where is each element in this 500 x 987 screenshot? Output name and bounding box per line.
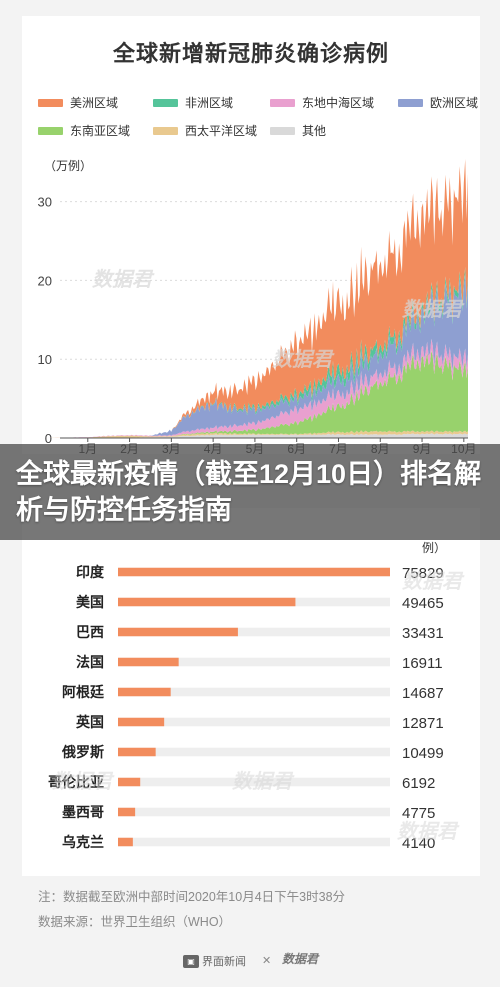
- legend-item: 西太平洋区域: [153, 122, 257, 139]
- area-series-1: [46, 430, 468, 438]
- country-label: 英国: [75, 714, 104, 730]
- legend-swatch: [153, 126, 178, 135]
- value-label: 75829: [402, 565, 444, 582]
- country-label: 俄罗斯: [61, 744, 104, 760]
- bar: [118, 657, 179, 667]
- country-label: 印度: [76, 564, 105, 580]
- legend-swatch: [398, 98, 423, 107]
- bar: [118, 567, 390, 577]
- area-series-2: [46, 350, 468, 438]
- separator-x-icon: ✕: [262, 955, 272, 967]
- legend-item: 美洲区域: [38, 94, 118, 111]
- y-tick-label: 30: [38, 195, 52, 210]
- legend-label: 美洲区域: [70, 96, 119, 110]
- value-label: 33431: [402, 625, 444, 642]
- bar-track: [118, 717, 390, 727]
- legend-label: 非洲区域: [185, 96, 234, 110]
- brand-logo-icon: ▣: [183, 954, 199, 968]
- legend-label: 其他: [302, 124, 327, 138]
- legend-swatch: [38, 126, 63, 135]
- value-label: 14687: [402, 685, 444, 702]
- footer-watermark: 数据君: [282, 952, 319, 966]
- legend-item: 非洲区域: [153, 94, 233, 111]
- country-label: 哥伦比亚: [48, 774, 104, 790]
- brand-name: 界面新闻: [202, 956, 246, 968]
- legend-label: 东地中海区域: [302, 96, 375, 110]
- watermark: 数据君: [272, 348, 335, 371]
- country-ranking-chart-card: 例） 印度 75829 美国 49465 巴西 33431 法国 16911 阿根廷 14687 英国…: [22, 508, 480, 876]
- value-label: 16911: [402, 655, 443, 672]
- bar: [118, 747, 156, 757]
- y-tick-label: 10: [38, 352, 52, 367]
- headline-text: 全球最新疫情（截至12月10日）排名解析与防控任务指南: [16, 459, 482, 525]
- country-label: 巴西: [76, 624, 104, 640]
- daily-cases-chart-card: 全球新增新冠肺炎确诊病例 美洲区域 非洲区域 东地中海区域 欧洲区域东南亚区域 西太平洋…: [22, 16, 480, 454]
- legend-item: 其他: [270, 122, 326, 139]
- country-label: 墨西哥: [62, 804, 104, 820]
- legend-swatch: [38, 98, 63, 107]
- country-label: 法国: [76, 654, 104, 670]
- value-label: 4140: [402, 835, 435, 852]
- legend-swatch: [270, 126, 295, 135]
- bar: [118, 597, 296, 607]
- value-label: 12871: [402, 715, 444, 732]
- y-tick-label: 0: [45, 431, 52, 446]
- data-time-note: 注：数据截至欧洲中部时间2020年10月4日下午3时38分: [38, 890, 346, 904]
- bar-track: [118, 687, 390, 697]
- area-series-0: [46, 433, 468, 438]
- watermark: 数据君: [232, 770, 295, 793]
- legend-label: 东南亚区域: [70, 124, 131, 138]
- legend-label: 西太平洋区域: [185, 124, 258, 138]
- headline-banner[interactable]: 全球最新疫情（截至12月10日）排名解析与防控任务指南: [0, 444, 500, 540]
- legend-item: 东地中海区域: [270, 94, 374, 111]
- chart-title: 全球新增新冠肺炎确诊病例: [112, 41, 389, 66]
- area-chart: （万例）01020301月2月3月4月5月6月7月8月9月10月数据君数据君数据…: [38, 159, 477, 454]
- watermark: 数据君: [402, 298, 465, 321]
- country-label: 乌克兰: [62, 834, 104, 850]
- bar-track: [118, 747, 390, 757]
- bar-track: [118, 807, 390, 817]
- country-label: 美国: [76, 594, 104, 610]
- bar-track: [118, 837, 390, 847]
- value-label: 10499: [402, 745, 444, 762]
- legend-label: 欧洲区域: [430, 96, 479, 110]
- bar: [118, 777, 141, 787]
- footer: ▣ 界面新闻 ✕ 数据君: [0, 946, 500, 976]
- y-axis-label: （万例）: [44, 159, 92, 173]
- bar: [118, 717, 165, 727]
- bar-track: [118, 777, 390, 787]
- bar: [118, 807, 136, 817]
- y-tick-label: 20: [38, 273, 52, 288]
- legend-item: 东南亚区域: [38, 122, 130, 139]
- bar: [118, 627, 238, 637]
- watermark: 数据君: [92, 268, 155, 291]
- bar: [118, 837, 133, 847]
- watermark: 数据君: [397, 820, 460, 843]
- value-label: 4775: [402, 805, 435, 822]
- legend-swatch: [270, 98, 295, 107]
- watermark: 数据君: [52, 770, 115, 793]
- bar-track: [118, 627, 390, 637]
- area-series-6: [46, 159, 468, 438]
- value-label: 6192: [402, 775, 435, 792]
- data-source-note: 数据来源：世界卫生组织（WHO）: [38, 915, 232, 929]
- brand-logo: ▣ 界面新闻: [183, 953, 246, 969]
- area-series-5: [46, 267, 468, 438]
- bar: [118, 687, 171, 697]
- watermark: 数据君: [402, 570, 465, 593]
- unit-label: 例）: [422, 541, 446, 555]
- country-label: 阿根廷: [62, 684, 105, 700]
- bar-track: [118, 657, 390, 667]
- bar-chart: 例） 印度 75829 美国 49465 巴西 33431 法国 16911 阿根廷 14687 英国…: [48, 541, 465, 852]
- value-label: 49465: [402, 595, 444, 612]
- legend-item: 欧洲区域: [398, 94, 478, 111]
- legend-swatch: [153, 98, 178, 107]
